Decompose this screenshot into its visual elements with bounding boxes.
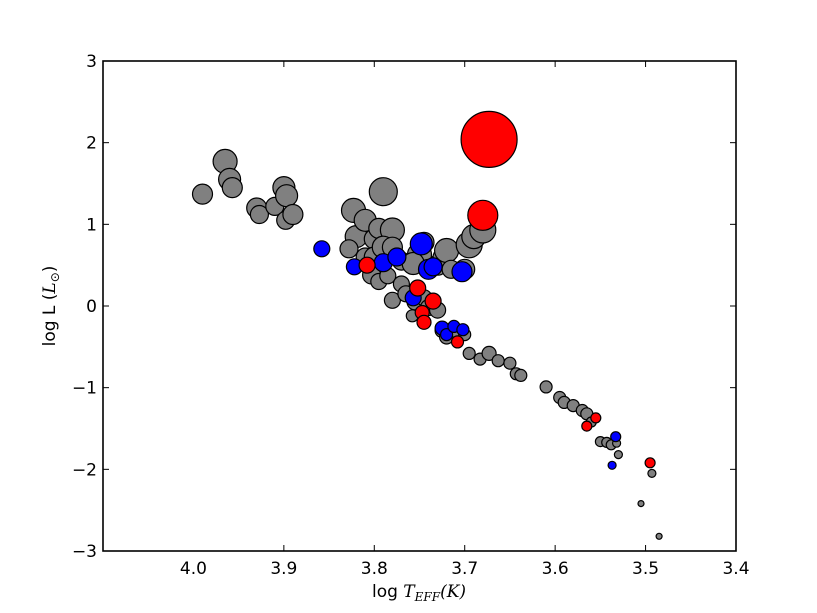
data-point-gray — [637, 500, 645, 508]
data-point-red — [590, 412, 602, 424]
y-axis-title: log L (L⊙) — [40, 266, 62, 347]
data-point-gray — [191, 183, 214, 205]
data-point-blue — [456, 323, 470, 337]
data-point-red — [450, 335, 465, 349]
data-markers — [191, 110, 663, 540]
data-point-gray — [503, 356, 517, 370]
x-axis-title: log TEFF(K) — [372, 582, 466, 604]
x-tick-label: 3.6 — [542, 559, 569, 579]
x-tick-label: 4.0 — [180, 559, 207, 579]
data-point-gray — [249, 204, 269, 225]
data-point-gray — [368, 177, 398, 207]
y-axis-title-subscript: ⊙ — [48, 272, 62, 282]
data-point-blue — [387, 247, 407, 267]
data-point-red — [409, 279, 427, 297]
data-point-blue — [610, 431, 622, 443]
x-axis-title-suffix: (K) — [440, 582, 466, 602]
data-point-red — [460, 110, 518, 168]
x-tick-label: 3.9 — [270, 559, 297, 579]
x-axis-title-symbol: T — [403, 582, 416, 602]
data-point-blue — [451, 261, 473, 283]
data-point-gray — [221, 177, 243, 199]
y-axis-title-symbol: L — [40, 282, 60, 294]
data-point-gray — [514, 368, 528, 382]
data-point-blue — [607, 460, 617, 470]
data-point-gray — [275, 184, 299, 208]
y-tick-label: 2 — [86, 134, 97, 154]
y-axis-title-prefix: log L ( — [40, 294, 60, 347]
data-point-red — [581, 420, 593, 432]
axis-ticks: 4.0 3.9 3.8 3.7 3.6 3.5 3.4 3 2 1 0 −1 −2 −3 — [72, 52, 750, 579]
data-point-gray — [491, 354, 505, 368]
x-axis-title-subscript: EFF — [414, 590, 441, 604]
data-point-blue — [313, 240, 331, 258]
data-point-blue — [409, 232, 433, 256]
x-tick-label: 3.4 — [722, 559, 749, 579]
data-point-gray — [481, 345, 497, 361]
data-point-red — [358, 256, 376, 274]
y-tick-label: 1 — [86, 215, 97, 235]
x-axis-title-prefix: log — [372, 582, 403, 602]
data-point-gray — [462, 346, 476, 360]
data-point-blue — [423, 257, 443, 277]
data-point-red — [424, 292, 442, 310]
y-tick-label: 0 — [86, 297, 97, 317]
y-tick-label: −3 — [72, 542, 97, 562]
x-tick-label: 3.5 — [632, 559, 659, 579]
data-point-gray — [613, 450, 624, 460]
data-point-gray — [655, 532, 663, 540]
data-point-gray — [647, 468, 657, 478]
y-tick-label: −2 — [72, 460, 97, 480]
data-point-red — [416, 314, 432, 330]
data-point-gray — [339, 239, 359, 259]
y-tick-label: 3 — [86, 52, 97, 72]
x-tick-label: 3.7 — [451, 559, 478, 579]
data-point-red — [467, 199, 499, 231]
data-point-gray — [282, 203, 304, 226]
data-point-blue — [440, 328, 454, 342]
x-tick-label: 3.8 — [361, 559, 388, 579]
data-point-red — [644, 457, 656, 469]
y-axis-title-suffix: ) — [40, 266, 60, 273]
y-tick-label: −1 — [72, 379, 97, 399]
data-point-gray — [539, 380, 553, 394]
